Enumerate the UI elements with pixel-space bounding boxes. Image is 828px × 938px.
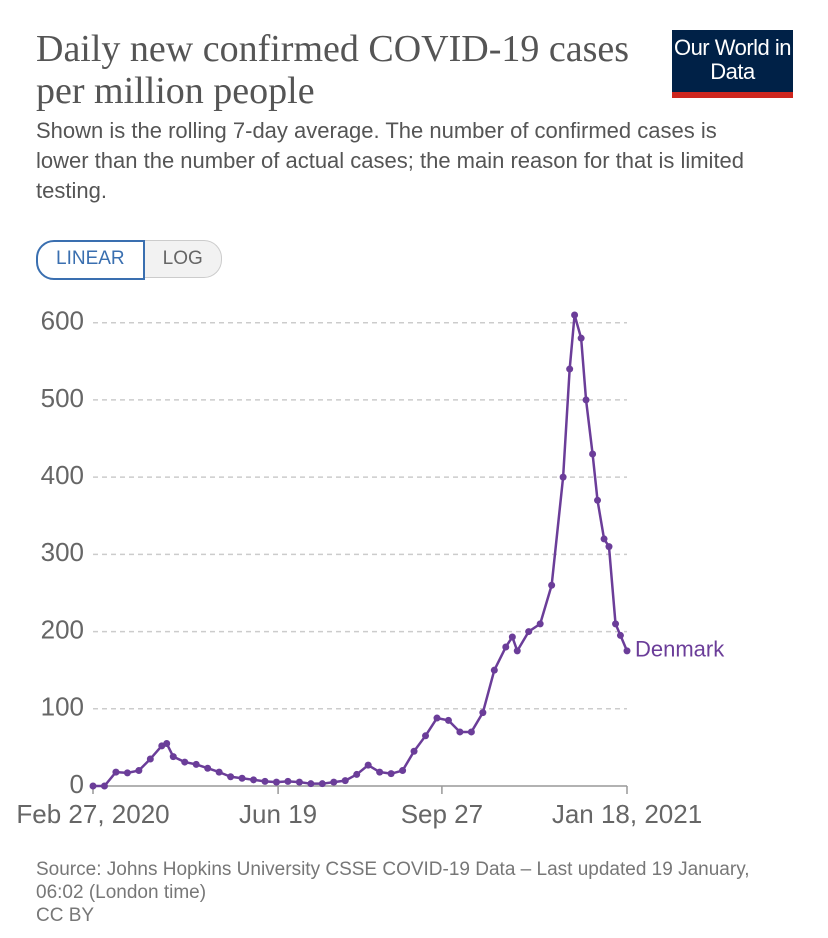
data-point <box>272 778 280 786</box>
scale-toggle: LINEAR LOG <box>36 240 222 280</box>
data-point <box>112 768 120 776</box>
data-point <box>594 496 602 504</box>
x-tick-label: Jun 19 <box>239 799 317 829</box>
source: Source: Johns Hopkins University CSSE CO… <box>36 859 750 903</box>
data-point <box>612 620 620 628</box>
data-point <box>295 778 303 786</box>
data-point <box>192 760 200 768</box>
data-point <box>204 764 212 772</box>
data-point <box>433 714 441 722</box>
data-point <box>422 732 430 740</box>
data-point <box>238 774 246 782</box>
data-point <box>566 365 574 373</box>
data-point <box>353 770 361 778</box>
data-point <box>467 728 475 736</box>
data-point <box>589 450 597 458</box>
data-point <box>181 758 189 766</box>
series-label: Denmark <box>635 637 725 662</box>
source-note: Source: Johns Hopkins University CSSE CO… <box>36 858 756 927</box>
data-point <box>330 778 338 786</box>
data-point <box>571 311 579 319</box>
data-point <box>123 769 131 777</box>
data-point <box>146 755 154 763</box>
data-point <box>250 776 258 784</box>
data-point <box>410 747 418 755</box>
chart-title: Daily new confirmed COVID-19 cases per m… <box>36 28 630 112</box>
data-point <box>444 716 452 724</box>
data-point <box>513 647 521 655</box>
y-tick-label: 200 <box>41 614 84 644</box>
data-point <box>364 761 372 769</box>
data-point <box>548 581 556 589</box>
linear-button[interactable]: LINEAR <box>36 240 145 280</box>
data-point <box>623 647 631 655</box>
data-point <box>169 753 177 761</box>
data-point <box>399 767 407 775</box>
data-point <box>508 633 516 641</box>
data-point <box>163 740 171 748</box>
data-point <box>100 782 108 790</box>
data-point <box>387 770 395 778</box>
y-tick-label: 300 <box>41 537 84 567</box>
data-point <box>502 643 510 651</box>
data-point <box>577 334 585 342</box>
data-point <box>307 780 315 788</box>
data-point <box>605 543 613 551</box>
y-tick-label: 100 <box>41 692 84 722</box>
series-line <box>93 313 629 788</box>
data-point <box>284 777 292 785</box>
data-point <box>227 773 235 781</box>
data-point <box>525 628 533 636</box>
data-point <box>318 780 326 788</box>
data-point <box>600 535 608 543</box>
data-point <box>479 709 487 717</box>
data-point <box>341 777 349 785</box>
data-point <box>215 768 223 776</box>
data-point <box>616 631 624 639</box>
y-tick-label: 400 <box>41 460 84 490</box>
license: CC BY <box>36 905 95 926</box>
data-point <box>490 666 498 674</box>
x-tick-label: Jan 18, 2021 <box>552 799 702 829</box>
data-point <box>135 767 143 775</box>
data-point <box>456 728 464 736</box>
y-tick-label: 600 <box>41 306 84 336</box>
log-button[interactable]: LOG <box>144 240 222 278</box>
x-tick-label: Feb 27, 2020 <box>16 799 169 829</box>
y-tick-label: 0 <box>70 769 84 799</box>
data-point <box>559 473 567 481</box>
data-point <box>376 768 384 776</box>
x-tick-label: Sep 27 <box>401 799 483 829</box>
chart-subtitle: Shown is the rolling 7-day average. The … <box>36 118 745 203</box>
data-point <box>582 396 590 404</box>
logo[interactable]: Our World in Data <box>672 30 793 98</box>
data-point <box>261 777 269 785</box>
data-point <box>89 782 97 790</box>
data-point <box>536 620 544 628</box>
y-tick-label: 500 <box>41 383 84 413</box>
